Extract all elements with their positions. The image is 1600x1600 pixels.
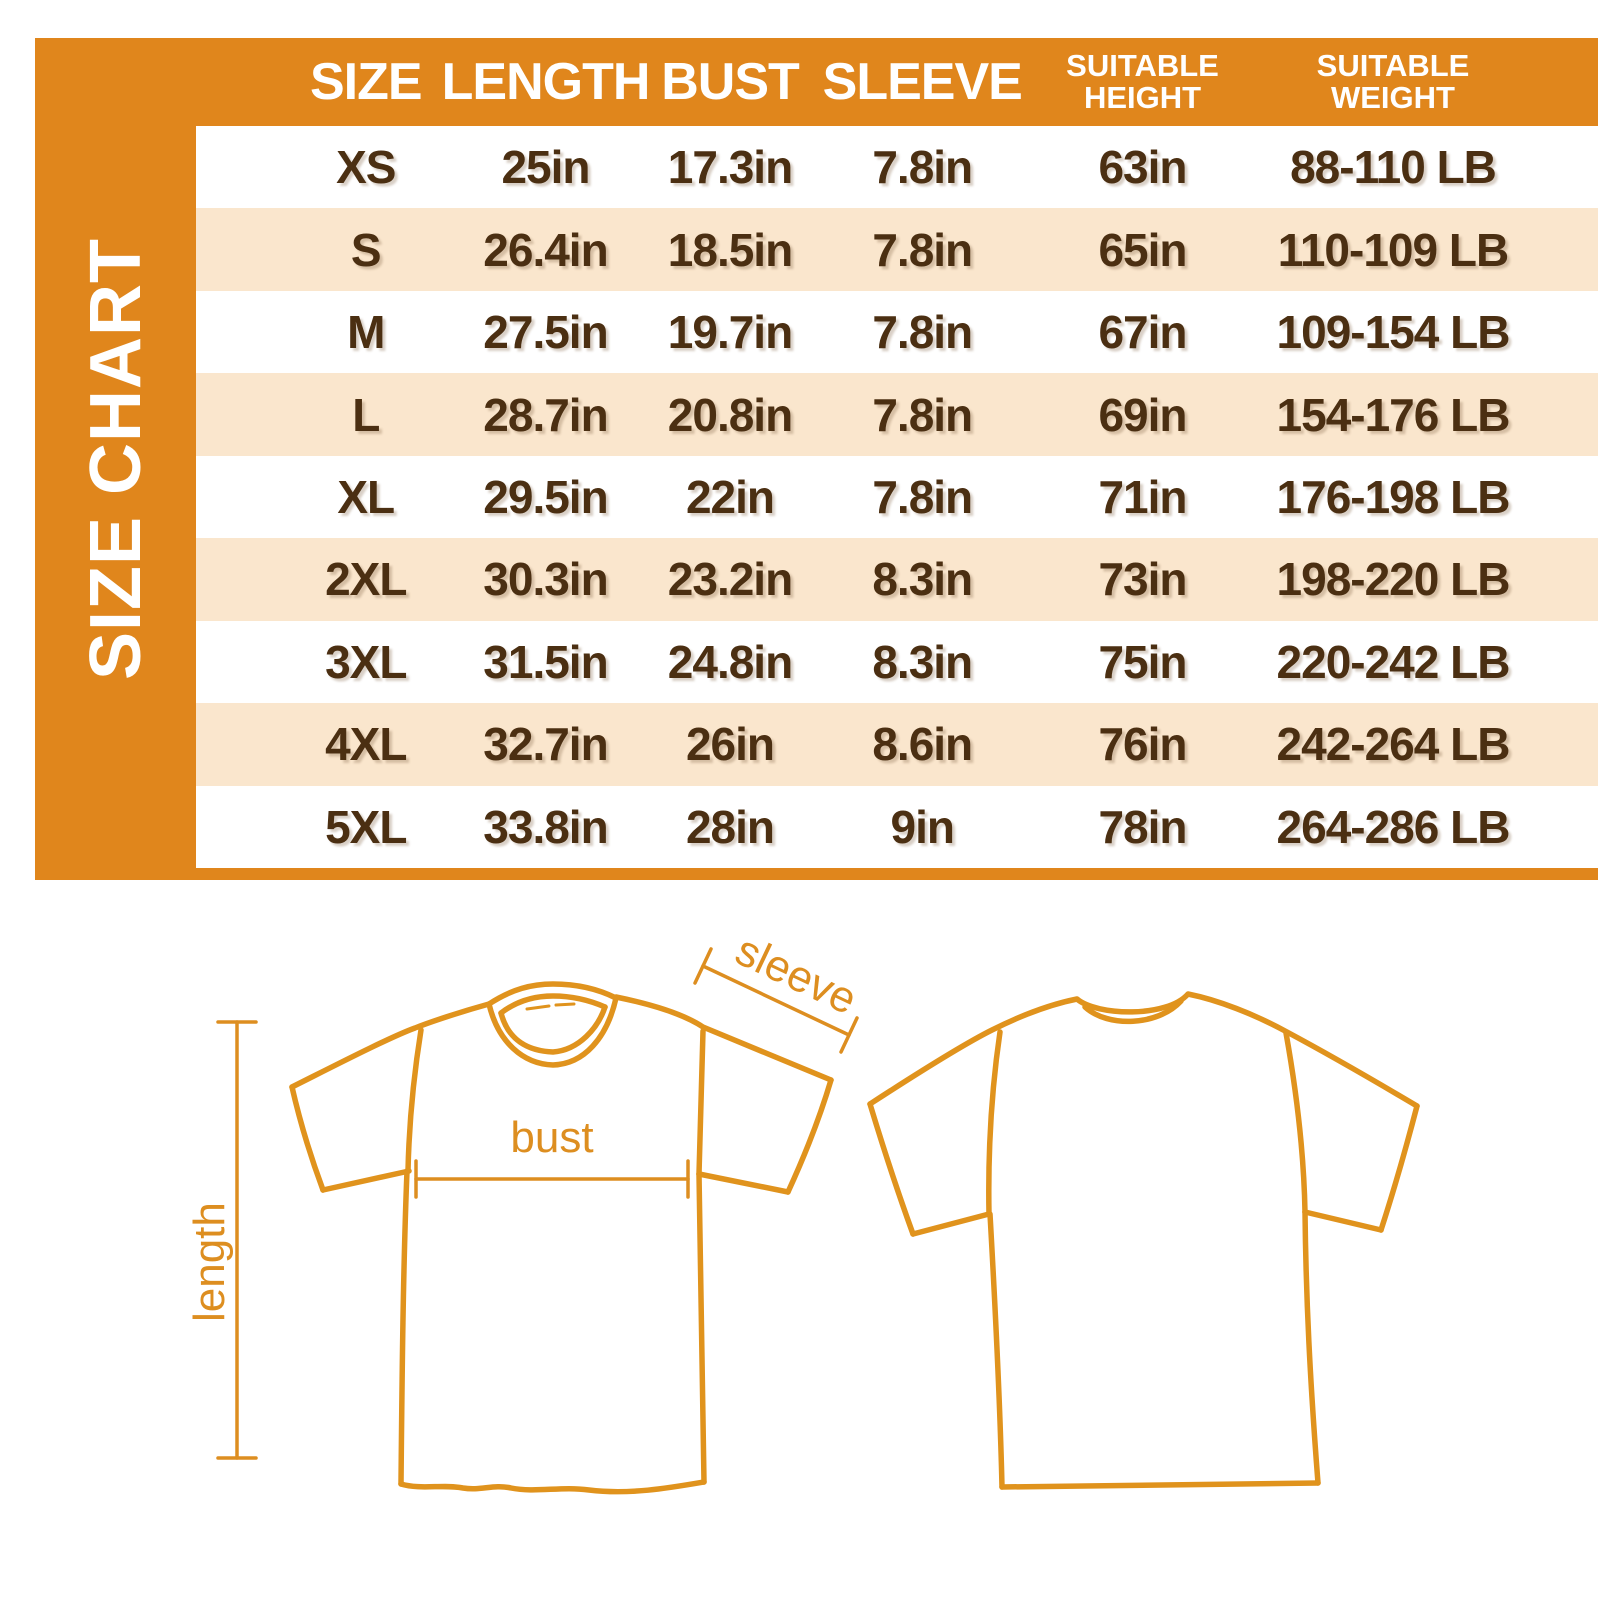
column-header-length: LENGTH: [441, 53, 651, 111]
size-cell: M: [347, 306, 385, 359]
size-cell: S: [350, 223, 382, 276]
table-header-row: SIZE LENGTH BUST SLEEVE SUITABLE HEIGHT …: [196, 38, 1598, 126]
length-cell: 27.5in: [483, 306, 608, 359]
size-cell: XS: [336, 141, 396, 194]
bust-label: bust: [510, 1113, 593, 1162]
column-header-size: SIZE: [309, 53, 423, 111]
weight-cell: 110-109 LB: [1277, 223, 1509, 276]
height-cell: 71in: [1098, 470, 1187, 523]
column-header-suitable-height: SUITABLE HEIGHT: [1066, 48, 1219, 115]
height-cell: 76in: [1098, 718, 1187, 771]
table-row-xs: XS 25in 17.3in 7.8in 63in 88-110 LB: [196, 126, 1598, 209]
sleeve-cell: 8.6in: [872, 718, 973, 771]
size-cell: 5XL: [325, 800, 407, 853]
sleeve-cell: 9in: [890, 800, 955, 853]
weight-cell: 198-220 LB: [1276, 553, 1511, 606]
table-row-l: L 28.7in 20.8in 7.8in 69in 154-176 LB: [196, 373, 1598, 456]
length-cell: 30.3in: [483, 553, 608, 606]
bust-cell: 18.5in: [667, 223, 793, 276]
table-row-xl: XL 29.5in 22in 7.8in 71in 176-198 LB: [196, 455, 1598, 539]
length-cell: 29.5in: [483, 470, 608, 523]
table-row-s: S 26.4in 18.5in 7.8in 65in 110-109 LB: [196, 208, 1598, 291]
table-row-3xl: 3XL 31.5in 24.8in 8.3in 75in 220-242 LB: [196, 620, 1598, 704]
weight-cell: 264-286 LB: [1276, 800, 1511, 853]
weight-cell: 88-110 LB: [1290, 141, 1497, 194]
sleeve-cell: 7.8in: [872, 388, 973, 441]
length-label: length: [185, 1202, 234, 1322]
length-cell: 33.8in: [483, 800, 608, 853]
height-cell: 75in: [1098, 635, 1187, 688]
sleeve-cell: 7.8in: [872, 470, 973, 523]
height-cell: 78in: [1098, 800, 1187, 853]
bust-measure-line: [414, 1159, 690, 1199]
weight-cell: 220-242 LB: [1276, 635, 1511, 688]
collar-stitch-marks: [525, 1002, 576, 1011]
table-row-5xl: 5XL 33.8in 28in 9in 78in 264-286 LB: [196, 785, 1598, 868]
table-body: XS 25in 17.3in 7.8in 63in 88-110 LB S 26…: [196, 126, 1598, 868]
bust-cell: 23.2in: [667, 553, 793, 606]
table-row-m: M 27.5in 19.7in 7.8in 67in 109-154 LB: [196, 290, 1598, 374]
front-shirt-outline: [289, 981, 834, 1495]
table-row-4xl: 4XL 32.7in 26in 8.6in 76in 242-264 LB: [196, 703, 1598, 786]
bust-cell: 17.3in: [667, 141, 793, 194]
sleeve-cell: 8.3in: [872, 635, 973, 688]
column-header-suitable-weight: SUITABLE WEIGHT: [1316, 48, 1470, 115]
size-cell: 2XL: [325, 553, 407, 606]
height-cell: 63in: [1098, 141, 1187, 194]
sleeve-cell: 8.3in: [872, 553, 973, 606]
bust-cell: 28in: [685, 800, 775, 853]
height-cell: 73in: [1098, 553, 1187, 606]
sleeve-measure-line: [693, 947, 859, 1054]
height-cell: 65in: [1098, 223, 1187, 276]
size-cell: 3XL: [325, 635, 407, 688]
bust-cell: 20.8in: [667, 388, 793, 441]
height-cell: 67in: [1098, 306, 1187, 359]
bust-cell: 24.8in: [667, 635, 793, 688]
length-cell: 32.7in: [483, 718, 608, 771]
bust-cell: 19.7in: [667, 306, 793, 359]
column-header-bust: BUST: [661, 53, 800, 111]
length-cell: 26.4in: [483, 223, 608, 276]
size-cell: L: [352, 388, 380, 441]
length-cell: 31.5in: [483, 635, 608, 688]
sleeve-cell: 7.8in: [872, 306, 973, 359]
size-chart-table: SIZE CHART SIZE LENGTH BUST SLEEVE SUITA…: [35, 38, 1598, 880]
length-cell: 25in: [501, 141, 590, 194]
sleeve-cell: 7.8in: [872, 141, 973, 194]
weight-cell: 242-264 LB: [1276, 718, 1511, 771]
size-cell: XL: [337, 470, 395, 523]
sleeve-cell: 7.8in: [872, 223, 973, 276]
table-row-2xl: 2XL 30.3in 23.2in 8.3in 73in 198-220 LB: [196, 538, 1598, 621]
bust-cell: 26in: [685, 718, 775, 771]
bust-cell: 22in: [685, 470, 775, 523]
length-measure-line: [216, 1020, 258, 1460]
length-cell: 28.7in: [483, 388, 608, 441]
size-cell: 4XL: [325, 718, 407, 771]
height-cell: 69in: [1098, 388, 1187, 441]
column-header-sleeve: SLEEVE: [822, 53, 1023, 111]
weight-cell: 109-154 LB: [1276, 306, 1511, 359]
weight-cell: 176-198 LB: [1276, 470, 1511, 523]
weight-cell: 154-176 LB: [1276, 388, 1511, 441]
back-shirt-outline: [867, 991, 1420, 1490]
